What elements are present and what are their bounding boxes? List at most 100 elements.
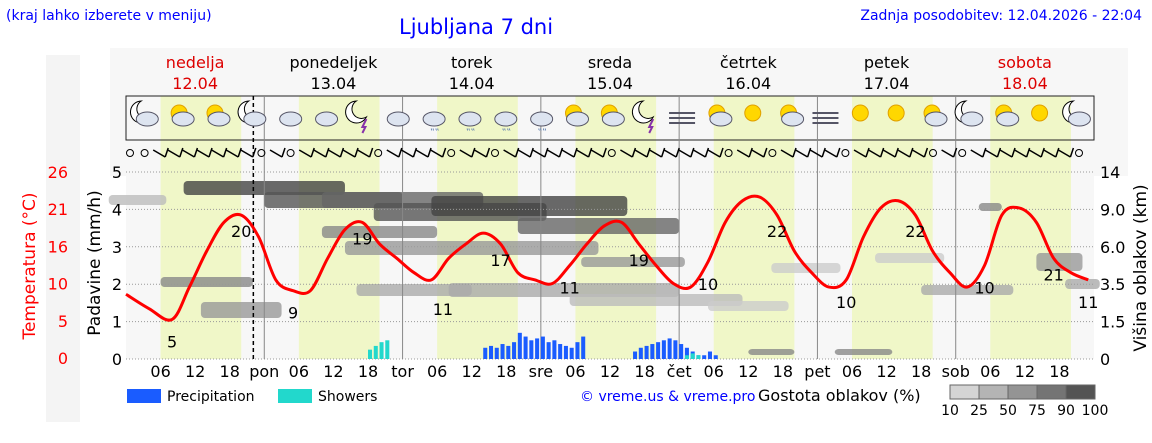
temperature-tick: 21 (48, 200, 68, 219)
sun-cloud-icon (780, 104, 805, 127)
time-tick: tor (391, 362, 414, 381)
temperature-label: 22 (767, 222, 787, 241)
cloud-density-blob (160, 277, 253, 287)
wind-barb (985, 147, 1002, 158)
day-name: petek (864, 53, 910, 72)
time-tick: čet (667, 362, 692, 381)
precip-bar (523, 336, 528, 359)
wind-barb (182, 147, 199, 158)
precip-bar (667, 338, 672, 359)
wind-barb (649, 147, 666, 158)
wind-barb (459, 147, 476, 158)
day-name: sreda (588, 53, 632, 72)
time-tick: 06 (704, 362, 724, 381)
time-tick: 06 (565, 362, 585, 381)
sun-cloud-icon (708, 104, 733, 127)
temperature-tick: 16 (48, 237, 68, 256)
wind-barb (970, 147, 987, 158)
wind-barb (503, 147, 520, 158)
wind-barb (1058, 147, 1075, 158)
wind-barb (678, 147, 695, 158)
wind-calm-mark (1075, 149, 1083, 157)
precip-bar (575, 342, 580, 359)
wind-barb (211, 147, 228, 158)
fog-icon (812, 112, 839, 124)
icon-strip (125, 95, 1095, 141)
sun-cloud-icon (995, 104, 1020, 127)
precip-axis-label: Padavine (mm/h) (85, 190, 105, 335)
density-swatch (949, 384, 980, 400)
density-swatch (1007, 384, 1038, 400)
temperature-label: 19 (352, 229, 372, 248)
precip-tick: 0 (112, 350, 122, 369)
wind-barb (225, 147, 242, 158)
time-tick: sre (529, 362, 553, 381)
time-tick: 12 (738, 362, 758, 381)
day-date: 15.04 (587, 74, 633, 93)
legend-showers-swatch (278, 389, 312, 403)
time-tick: pet (804, 362, 830, 381)
shower-bar (373, 345, 378, 359)
sun-icon (1031, 104, 1049, 122)
precip-bar (581, 336, 586, 359)
temperature-label: 11 (559, 279, 579, 298)
last-update-text: Zadnja posodobitev: 12.04.2026 - 22:04 (860, 8, 1142, 24)
shower-bar (368, 349, 373, 359)
temperature-label: 20 (231, 222, 251, 241)
density-tick: 10 (941, 403, 959, 419)
wind-barb (868, 147, 885, 158)
time-tick: sob (942, 362, 970, 381)
density-swatch (1036, 384, 1067, 400)
wind-barb (1043, 147, 1060, 158)
precip-bar (633, 351, 638, 359)
day-date: 17.04 (864, 74, 910, 93)
wind-barb (167, 147, 184, 158)
wind-barb (780, 147, 797, 158)
wind-barb (196, 147, 213, 158)
precip-bar (494, 347, 499, 359)
precip-bar (673, 340, 678, 359)
wind-barb (430, 147, 447, 158)
day-name: ponedeljek (289, 53, 378, 72)
cloud-height-tick: 6.0 (1100, 238, 1125, 257)
wind-barb (897, 147, 914, 158)
density-legend-title: Gostota oblakov (%) (758, 386, 921, 405)
shower-bar (690, 353, 695, 359)
precip-bar (512, 342, 517, 359)
wind-barb (1014, 147, 1031, 158)
cloud-density-blob (875, 253, 945, 263)
wind-barb (342, 147, 359, 158)
svg-text:‟‟: ‟‟ (538, 128, 547, 138)
wind-barb (401, 147, 418, 158)
temperature-label: 21 (1043, 265, 1063, 284)
time-tick: 12 (462, 362, 482, 381)
wind-calm-mark (841, 149, 850, 157)
precip-bar (540, 336, 545, 359)
wind-barb (634, 147, 651, 158)
wind-barb (240, 147, 257, 158)
wind-barb (517, 147, 534, 158)
cloud-icon (315, 111, 339, 127)
precip-bar (638, 347, 643, 359)
location-hint[interactable]: (kraj lahko izberete v meniju) (6, 8, 212, 24)
temperature-line (125, 194, 1089, 322)
cloud-density-blob (921, 285, 1014, 295)
cloud-height-tick: 1.5 (1100, 313, 1125, 332)
cloud-density-blob (431, 196, 628, 216)
cloud-density-blob (569, 294, 743, 306)
wind-barb (152, 147, 169, 158)
precip-bar (650, 344, 655, 359)
temperature-tick: 0 (58, 349, 68, 368)
temperature-tick: 5 (58, 312, 68, 331)
precip-bar (707, 351, 712, 359)
density-tick: 25 (970, 403, 988, 419)
wind-barb (532, 147, 549, 158)
wind-calm-mark (257, 149, 266, 157)
precip-tick: 5 (112, 163, 122, 182)
wind-barb (474, 147, 491, 158)
precip-bar (546, 342, 551, 359)
legend-precip-label: Precipitation (167, 389, 255, 405)
cloud-height-tick: 3.5 (1100, 275, 1125, 294)
precip-bar (500, 344, 505, 359)
cloud-density-blob (200, 302, 282, 318)
